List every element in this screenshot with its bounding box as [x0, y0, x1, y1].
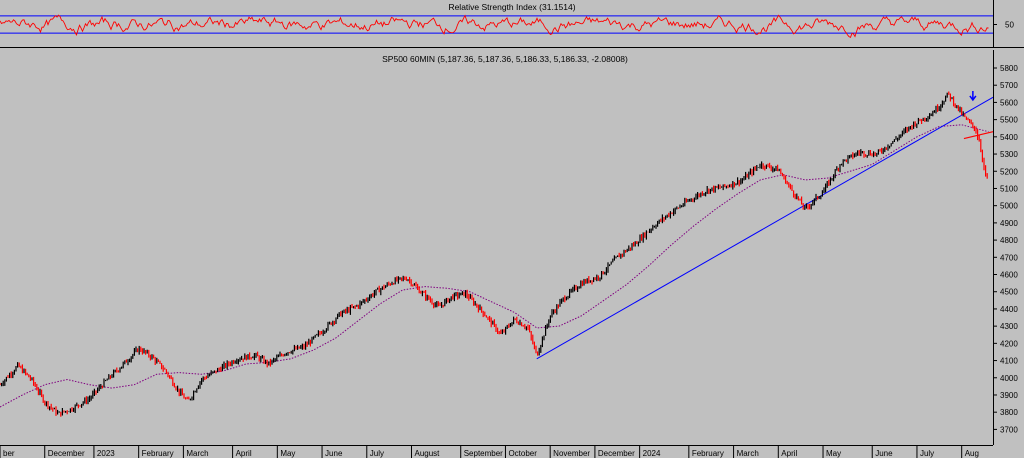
y-tick-label-4000: 4000 [1000, 374, 1018, 383]
y-tick-label-4600: 4600 [1000, 271, 1018, 280]
x-tick-label-16: March [737, 449, 759, 458]
x-tick-label-5: April [236, 449, 252, 458]
price-title: SP500 60MIN (5,187.36, 5,187.36, 5,186.3… [382, 54, 628, 64]
x-tick-label-19: June [875, 449, 893, 458]
y-tick-label-4700: 4700 [1000, 253, 1018, 262]
rsi-line [0, 14, 989, 39]
x-tick-label-4: March [186, 449, 208, 458]
y-tick-label-5300: 5300 [1000, 150, 1018, 159]
y-tick-label-4900: 4900 [1000, 219, 1018, 228]
y-tick-label-5600: 5600 [1000, 98, 1018, 107]
x-tick-label-12: November [553, 449, 590, 458]
y-tick-label-4100: 4100 [1000, 357, 1018, 366]
price-chart [0, 90, 994, 417]
y-tick-label-4200: 4200 [1000, 339, 1018, 348]
x-tick-label-18: May [826, 449, 841, 458]
moving-average-line [0, 124, 989, 408]
x-tick-label-9: August [415, 449, 441, 458]
y-tick-label-5200: 5200 [1000, 167, 1018, 176]
y-tick-label-3800: 3800 [1000, 408, 1018, 417]
neckline [963, 131, 994, 140]
y-tick-label-5100: 5100 [1000, 184, 1018, 193]
y-tick-label-5800: 5800 [1000, 64, 1018, 73]
x-tick-label-20: July [920, 449, 934, 458]
x-tick-label-8: July [370, 449, 384, 458]
x-tick-label-2: 2023 [97, 449, 115, 458]
x-axis: ber December 2023 February March April May June… [0, 445, 993, 458]
trendline [536, 96, 994, 360]
y-tick-label-4400: 4400 [1000, 305, 1018, 314]
rsi-chart: 50 [0, 0, 1014, 47]
x-tick-label-0: ber [3, 449, 15, 458]
y-tick-label-5000: 5000 [1000, 202, 1018, 211]
x-tick-label-7: June [325, 449, 343, 458]
y-tick-label-4300: 4300 [1000, 322, 1018, 331]
x-tick-label-1: December [48, 449, 85, 458]
y-tick-label-3900: 3900 [1000, 391, 1018, 400]
y-axis: 3700 3800 3900 4000 4100 4200 4300 4400 4500 4600… [993, 50, 1018, 445]
x-tick-label-6: May [280, 449, 295, 458]
y-tick-label-4500: 4500 [1000, 288, 1018, 297]
x-tick-label-3: February [142, 449, 174, 458]
rsi-tick-label-50: 50 [1005, 21, 1014, 30]
x-tick-label-11: October [508, 449, 537, 458]
x-tick-label-15: February [692, 449, 724, 458]
y-tick-label-5400: 5400 [1000, 133, 1018, 142]
y-tick-label-3700: 3700 [1000, 425, 1018, 434]
x-tick-label-17: April [781, 449, 797, 458]
x-tick-label-21: Aug [965, 449, 979, 458]
y-tick-label-5700: 5700 [1000, 81, 1018, 90]
x-tick-label-13: December [598, 449, 635, 458]
rsi-title: Relative Strength Index (31.1514) [448, 2, 575, 12]
x-tick-label-14: 2024 [643, 449, 661, 458]
y-tick-label-4800: 4800 [1000, 236, 1018, 245]
y-tick-label-5500: 5500 [1000, 116, 1018, 125]
down-arrow [969, 90, 977, 102]
x-tick-label-10: September [464, 449, 503, 458]
